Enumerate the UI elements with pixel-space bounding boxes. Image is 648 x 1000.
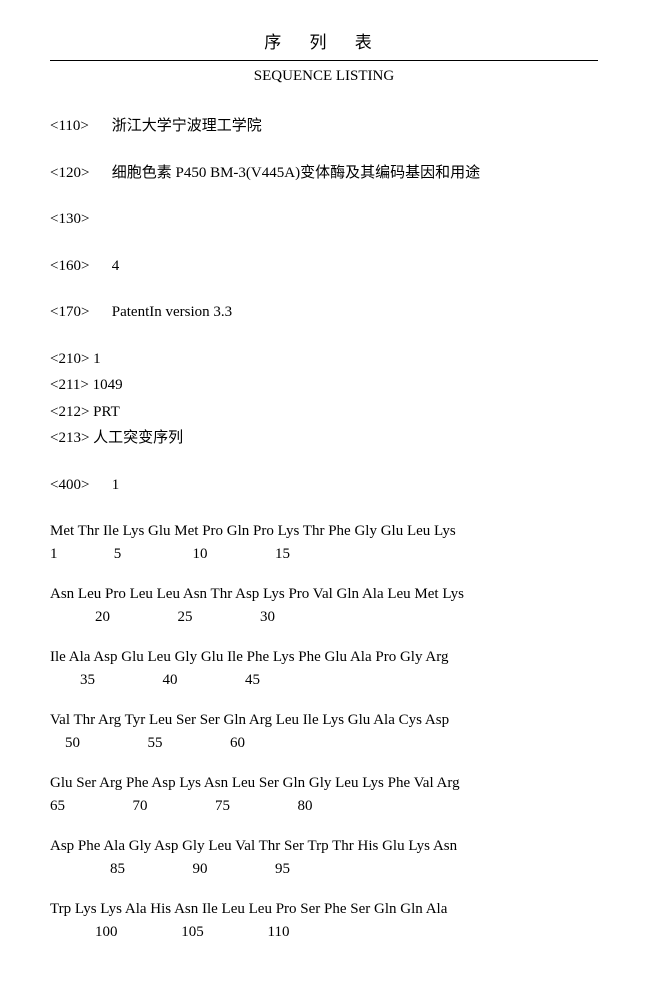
divider-top — [50, 60, 598, 61]
entry-160: <160> 4 — [50, 255, 598, 278]
seq-row: Ile Ala Asp Glu Leu Gly Glu Ile Phe Lys … — [50, 646, 598, 691]
entry-120: <120> 细胞色素 P450 BM-3(V445A)变体酶及其编码基因和用途 — [50, 162, 598, 185]
tag-label: <160> — [50, 255, 108, 278]
tag-value: 浙江大学宁波理工学院 — [112, 118, 262, 134]
seq-aa-line: Asn Leu Pro Leu Leu Asn Thr Asp Lys Pro … — [50, 583, 598, 606]
entry-211: <211> 1049 — [50, 374, 598, 397]
seq-num-line: 85 90 95 — [50, 858, 598, 881]
entry-213: <213> 人工突变序列 — [50, 427, 598, 450]
tag-value: PatentIn version 3.3 — [112, 304, 232, 320]
title-english: SEQUENCE LISTING — [50, 65, 598, 88]
tag-label: <130> — [50, 208, 108, 231]
entry-400: <400> 1 — [50, 474, 598, 497]
tag-value: 人工突变序列 — [93, 430, 183, 446]
seq-num-line: 100 105 110 — [50, 921, 598, 944]
tag-label: <400> — [50, 474, 108, 497]
seq-num-line: 35 40 45 — [50, 669, 598, 692]
tag-label: <213> — [50, 430, 89, 446]
tag-value: 4 — [112, 258, 120, 274]
entry-170: <170> PatentIn version 3.3 — [50, 301, 598, 324]
tag-label: <212> — [50, 404, 89, 420]
seq-aa-line: Asp Phe Ala Gly Asp Gly Leu Val Thr Ser … — [50, 835, 598, 858]
seq-num-line: 20 25 30 — [50, 606, 598, 629]
seq-num-line: 65 70 75 80 — [50, 795, 598, 818]
seq-row: Val Thr Arg Tyr Leu Ser Ser Gln Arg Leu … — [50, 709, 598, 754]
seq-aa-line: Glu Ser Arg Phe Asp Lys Asn Leu Ser Gln … — [50, 772, 598, 795]
tag-label: <210> — [50, 351, 89, 367]
seq-num-line: 50 55 60 — [50, 732, 598, 755]
seq-num-line: 1 5 10 15 — [50, 543, 598, 566]
tag-label: <211> — [50, 377, 89, 393]
tag-value: 1 — [93, 351, 101, 367]
tag-value: 细胞色素 P450 BM-3(V445A)变体酶及其编码基因和用途 — [112, 165, 480, 181]
entry-210: <210> 1 — [50, 348, 598, 371]
tag-value: PRT — [93, 404, 120, 420]
tag-label: <120> — [50, 162, 108, 185]
seq-aa-line: Trp Lys Lys Ala His Asn Ile Leu Leu Pro … — [50, 898, 598, 921]
entry-110: <110> 浙江大学宁波理工学院 — [50, 115, 598, 138]
title-chinese: 序 列 表 — [50, 30, 598, 56]
seq-aa-line: Met Thr Ile Lys Glu Met Pro Gln Pro Lys … — [50, 520, 598, 543]
entry-130: <130> — [50, 208, 598, 231]
entry-212: <212> PRT — [50, 401, 598, 424]
seq-aa-line: Ile Ala Asp Glu Leu Gly Glu Ile Phe Lys … — [50, 646, 598, 669]
tag-value: 1 — [112, 477, 120, 493]
tag-value: 1049 — [93, 377, 123, 393]
seq-row: Met Thr Ile Lys Glu Met Pro Gln Pro Lys … — [50, 520, 598, 565]
seq-header-block: <210> 1 <211> 1049 <212> PRT <213> 人工突变序… — [50, 348, 598, 450]
seq-row: Asp Phe Ala Gly Asp Gly Leu Val Thr Ser … — [50, 835, 598, 880]
seq-aa-line: Val Thr Arg Tyr Leu Ser Ser Gln Arg Leu … — [50, 709, 598, 732]
seq-row: Glu Ser Arg Phe Asp Lys Asn Leu Ser Gln … — [50, 772, 598, 817]
sequence-block: Met Thr Ile Lys Glu Met Pro Gln Pro Lys … — [50, 520, 598, 943]
seq-row: Trp Lys Lys Ala His Asn Ile Leu Leu Pro … — [50, 898, 598, 943]
tag-label: <110> — [50, 115, 108, 138]
tag-label: <170> — [50, 301, 108, 324]
seq-row: Asn Leu Pro Leu Leu Asn Thr Asp Lys Pro … — [50, 583, 598, 628]
